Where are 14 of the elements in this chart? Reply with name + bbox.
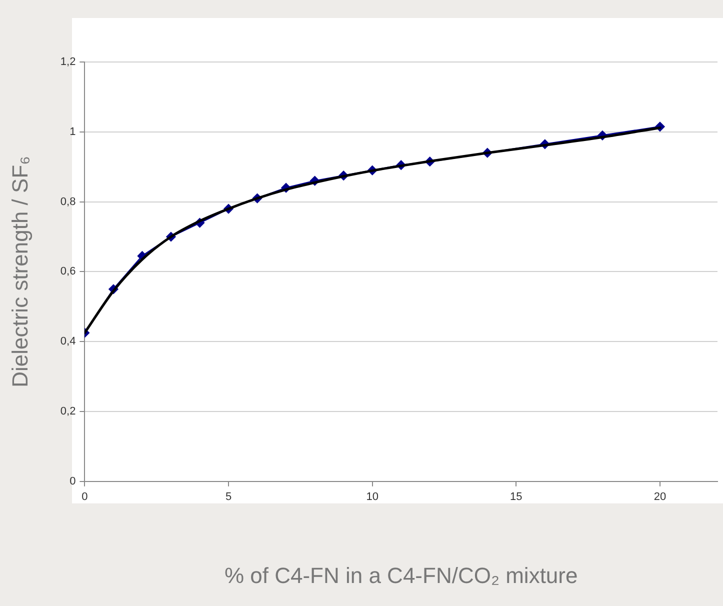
y-tick-label: 1,2 — [60, 56, 76, 68]
x-axis-title: % of C4-FN in a C4-FN/CO₂ mixture — [224, 562, 578, 588]
y-tick-label: 0,8 — [60, 196, 76, 208]
y-tick-label: 1 — [70, 126, 76, 138]
x-tick-label: 15 — [510, 491, 522, 504]
y-tick-label: 0,4 — [60, 336, 76, 348]
x-tick-label: 5 — [225, 491, 232, 504]
y-tick-label: 0,6 — [60, 266, 76, 278]
y-tick-label: 0 — [70, 475, 76, 488]
x-tick-label: 0 — [82, 491, 88, 504]
y-tick-label: 0,2 — [60, 406, 76, 418]
y-axis-title: Dielectric strength / SF₆ — [7, 156, 32, 388]
x-tick-label: 20 — [654, 491, 666, 504]
x-tick-label: 10 — [366, 491, 378, 504]
